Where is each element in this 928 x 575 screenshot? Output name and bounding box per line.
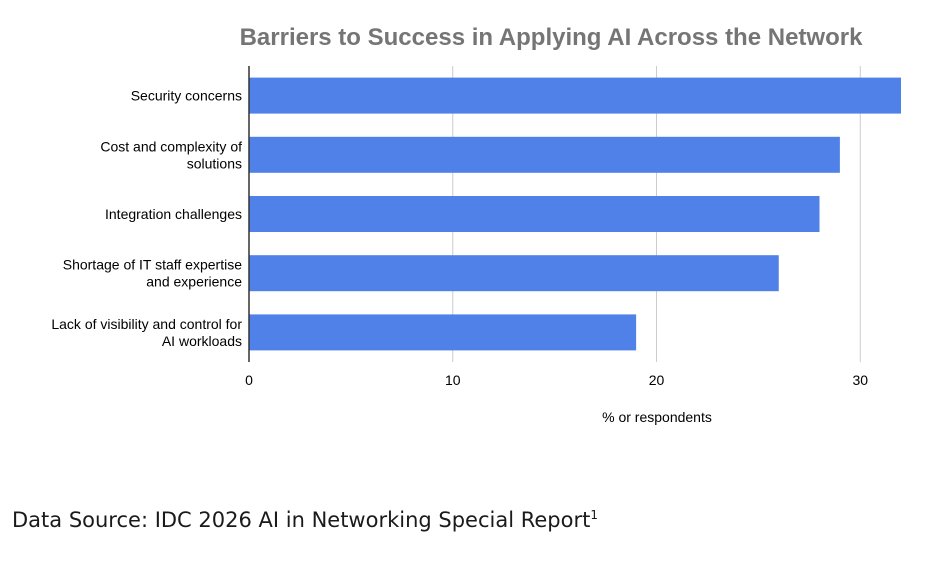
data-source-note: Data Source: IDC 2026 AI in Networking S… (12, 508, 598, 532)
category-label: Lack of visibility and control for AI wor… (51, 316, 242, 349)
x-tick-label: 20 (649, 372, 665, 388)
category-label: Cost and complexity of solutions (100, 138, 242, 171)
footnote-marker: 1 (590, 508, 598, 522)
category-label-line: Lack of visibility and control for (51, 316, 242, 332)
category-label-line: solutions (187, 155, 242, 171)
category-labels: Security concerns Cost and complexity of s… (51, 88, 242, 349)
category-label-line: Integration challenges (105, 206, 242, 222)
x-tick-labels: 0 10 20 30 (245, 372, 868, 388)
data-source-text: Data Source: IDC 2026 AI in Networking S… (12, 508, 591, 532)
chart-title: Barriers to Success in Applying AI Acros… (240, 24, 863, 51)
category-label: Security concerns (131, 88, 242, 104)
category-label-line: AI workloads (162, 333, 242, 349)
bars (249, 77, 901, 351)
x-axis-title: % or respondents (602, 409, 712, 425)
bar (249, 196, 820, 232)
x-tick-label: 0 (245, 372, 253, 388)
bar (249, 136, 840, 173)
bar (249, 255, 779, 292)
category-label-line: Security concerns (131, 88, 242, 104)
bar (249, 77, 901, 114)
bar (249, 314, 637, 351)
category-label-line: Shortage of IT staff expertise (63, 257, 242, 273)
x-tick-label: 10 (445, 372, 461, 388)
x-tick-label: 30 (852, 372, 868, 388)
category-label-line: Cost and complexity of (100, 138, 242, 154)
category-label: Shortage of IT staff expertise and experi… (63, 257, 242, 290)
category-label: Integration challenges (105, 206, 242, 222)
category-label-line: and experience (146, 274, 242, 290)
